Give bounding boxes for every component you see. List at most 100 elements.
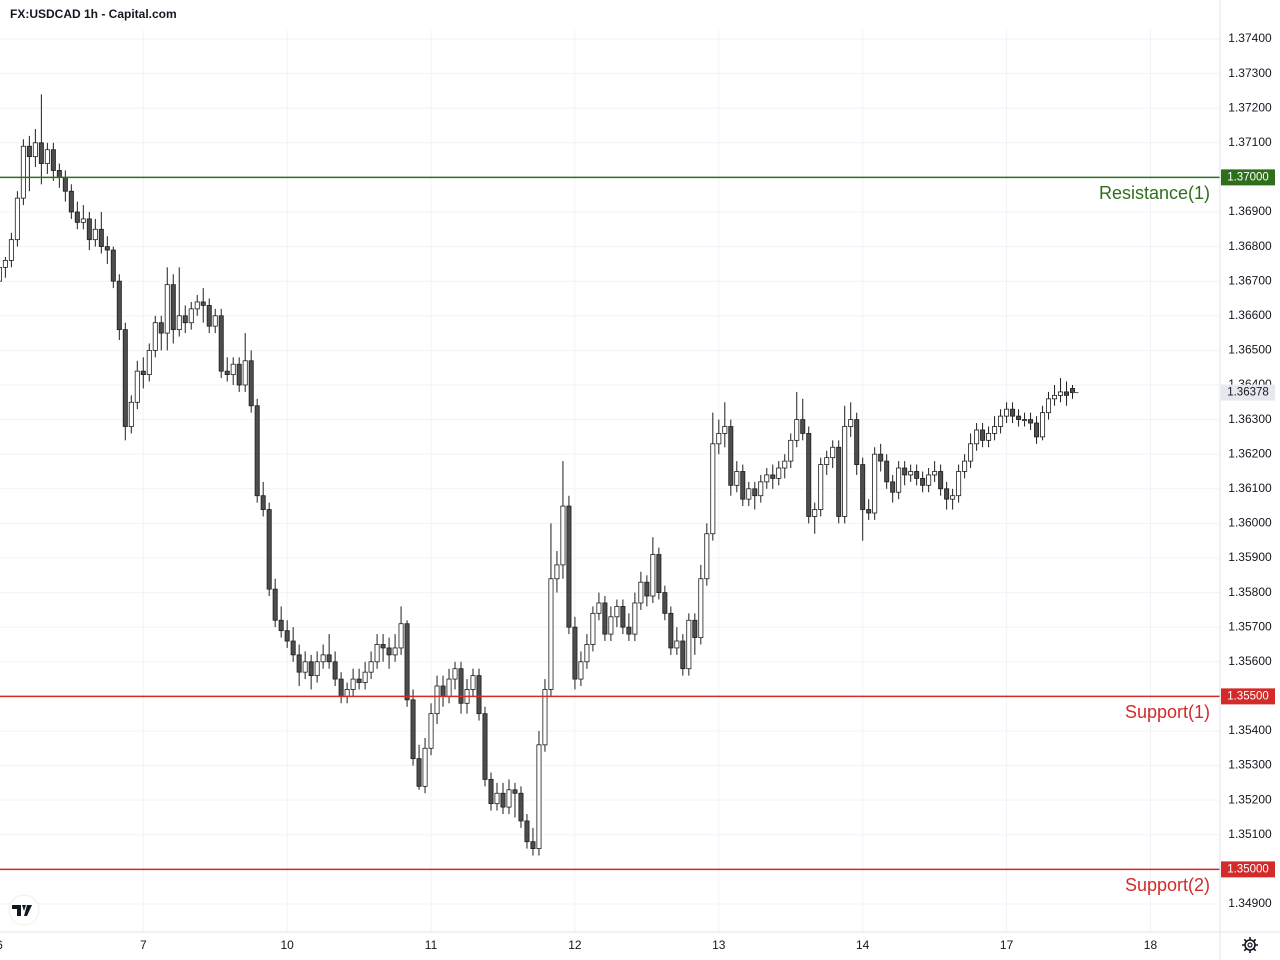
candle-body — [542, 689, 548, 746]
candle-body — [362, 671, 368, 683]
candle-body — [782, 460, 788, 469]
candle-body — [428, 713, 434, 749]
candle-body — [752, 488, 758, 497]
candle-body — [554, 564, 560, 580]
candle-body — [470, 675, 476, 690]
gear-hub[interactable] — [1247, 942, 1253, 948]
candle-body — [692, 619, 698, 638]
candle-body — [872, 453, 878, 514]
candle-body — [896, 467, 902, 493]
candle-body — [626, 626, 632, 635]
candle-body — [836, 446, 842, 517]
candle-body — [980, 429, 986, 441]
candle-body — [830, 446, 836, 459]
candle-body — [452, 668, 458, 680]
candle-body — [20, 145, 26, 199]
last-price-label: 1.36378 — [1227, 387, 1269, 399]
x-tick-label: 18 — [1144, 938, 1158, 952]
x-tick-label: 14 — [856, 938, 870, 952]
candle-body — [494, 792, 500, 805]
candle-body — [1010, 408, 1016, 417]
candle-body — [230, 363, 236, 376]
price-tag-label: 1.35500 — [1227, 690, 1269, 702]
candle-body — [0, 266, 2, 282]
candle-body — [710, 443, 716, 535]
y-tick-label: 1.37300 — [1228, 66, 1272, 80]
candle-body — [620, 606, 626, 628]
candle-body — [1004, 408, 1010, 417]
candle-body — [92, 228, 98, 241]
candle-body — [548, 578, 554, 690]
candle-body — [878, 453, 884, 462]
candle-body — [1046, 398, 1052, 414]
y-tick-label: 1.36100 — [1228, 481, 1272, 495]
candle-body — [50, 149, 56, 171]
candle-body — [740, 471, 746, 500]
candle-body — [128, 401, 134, 427]
candle-body — [356, 678, 362, 683]
candle-body — [1058, 391, 1064, 396]
candle-body — [86, 218, 92, 241]
candle-body — [446, 678, 452, 697]
candle-body — [2, 260, 8, 268]
x-tick-label: 12 — [568, 938, 582, 952]
candle-body — [776, 467, 782, 479]
candle-body — [998, 415, 1004, 427]
candle-body — [152, 322, 158, 351]
overlay: Resistance(1) Support(1) Support(2) — [0, 176, 1220, 895]
candle-body — [98, 228, 104, 247]
x-tick-label: 17 — [1000, 938, 1014, 952]
candle-body — [236, 363, 242, 386]
candle-body — [296, 654, 302, 673]
candle-body — [536, 744, 542, 850]
candle-body — [794, 419, 800, 441]
candle-body — [302, 661, 308, 673]
candle-body — [1034, 422, 1040, 438]
candle-body — [530, 841, 536, 850]
candle-body — [290, 640, 296, 656]
settings-gear[interactable] — [1242, 937, 1258, 953]
candle-body — [884, 460, 890, 483]
y-tick-label: 1.36200 — [1228, 446, 1272, 460]
x-tick-label: 7 — [140, 938, 147, 952]
candle-body — [1070, 388, 1076, 393]
candle-body — [44, 149, 50, 164]
y-tick-label: 1.35900 — [1228, 550, 1272, 564]
y-tick-label: 1.36500 — [1228, 343, 1272, 357]
candle-body — [8, 239, 14, 261]
candle-body — [248, 360, 254, 407]
candle-body — [578, 661, 584, 680]
candle-body — [656, 554, 662, 593]
candle-body — [722, 426, 728, 434]
candle-body — [662, 592, 668, 614]
candle-body — [74, 211, 80, 223]
candle-body — [158, 322, 164, 334]
candle-body — [758, 481, 764, 497]
candle-body — [338, 678, 344, 697]
candle-body — [170, 284, 176, 331]
candle-body — [572, 626, 578, 680]
candle-body — [584, 644, 590, 663]
candle-body — [608, 616, 614, 635]
candle-body — [524, 820, 530, 843]
candle-body — [824, 457, 830, 465]
candle-body — [410, 699, 416, 760]
candle-body — [890, 481, 896, 493]
candle-body — [764, 474, 770, 483]
candle-body — [800, 419, 806, 434]
candle-body — [260, 495, 266, 510]
candle-body — [674, 640, 680, 649]
candle-body — [512, 789, 518, 794]
grid — [0, 30, 1220, 932]
candle-body — [434, 685, 440, 715]
gear-teeth[interactable] — [1242, 937, 1258, 953]
candle-body — [968, 443, 974, 462]
candle-body — [860, 464, 866, 510]
candle-body — [902, 467, 908, 476]
candle-body — [602, 602, 608, 635]
candle-body — [950, 495, 956, 500]
level-label: Resistance(1) — [1099, 183, 1210, 203]
candle-body — [908, 471, 914, 476]
candle-body — [1028, 419, 1034, 424]
y-tick-label: 1.37400 — [1228, 31, 1272, 45]
